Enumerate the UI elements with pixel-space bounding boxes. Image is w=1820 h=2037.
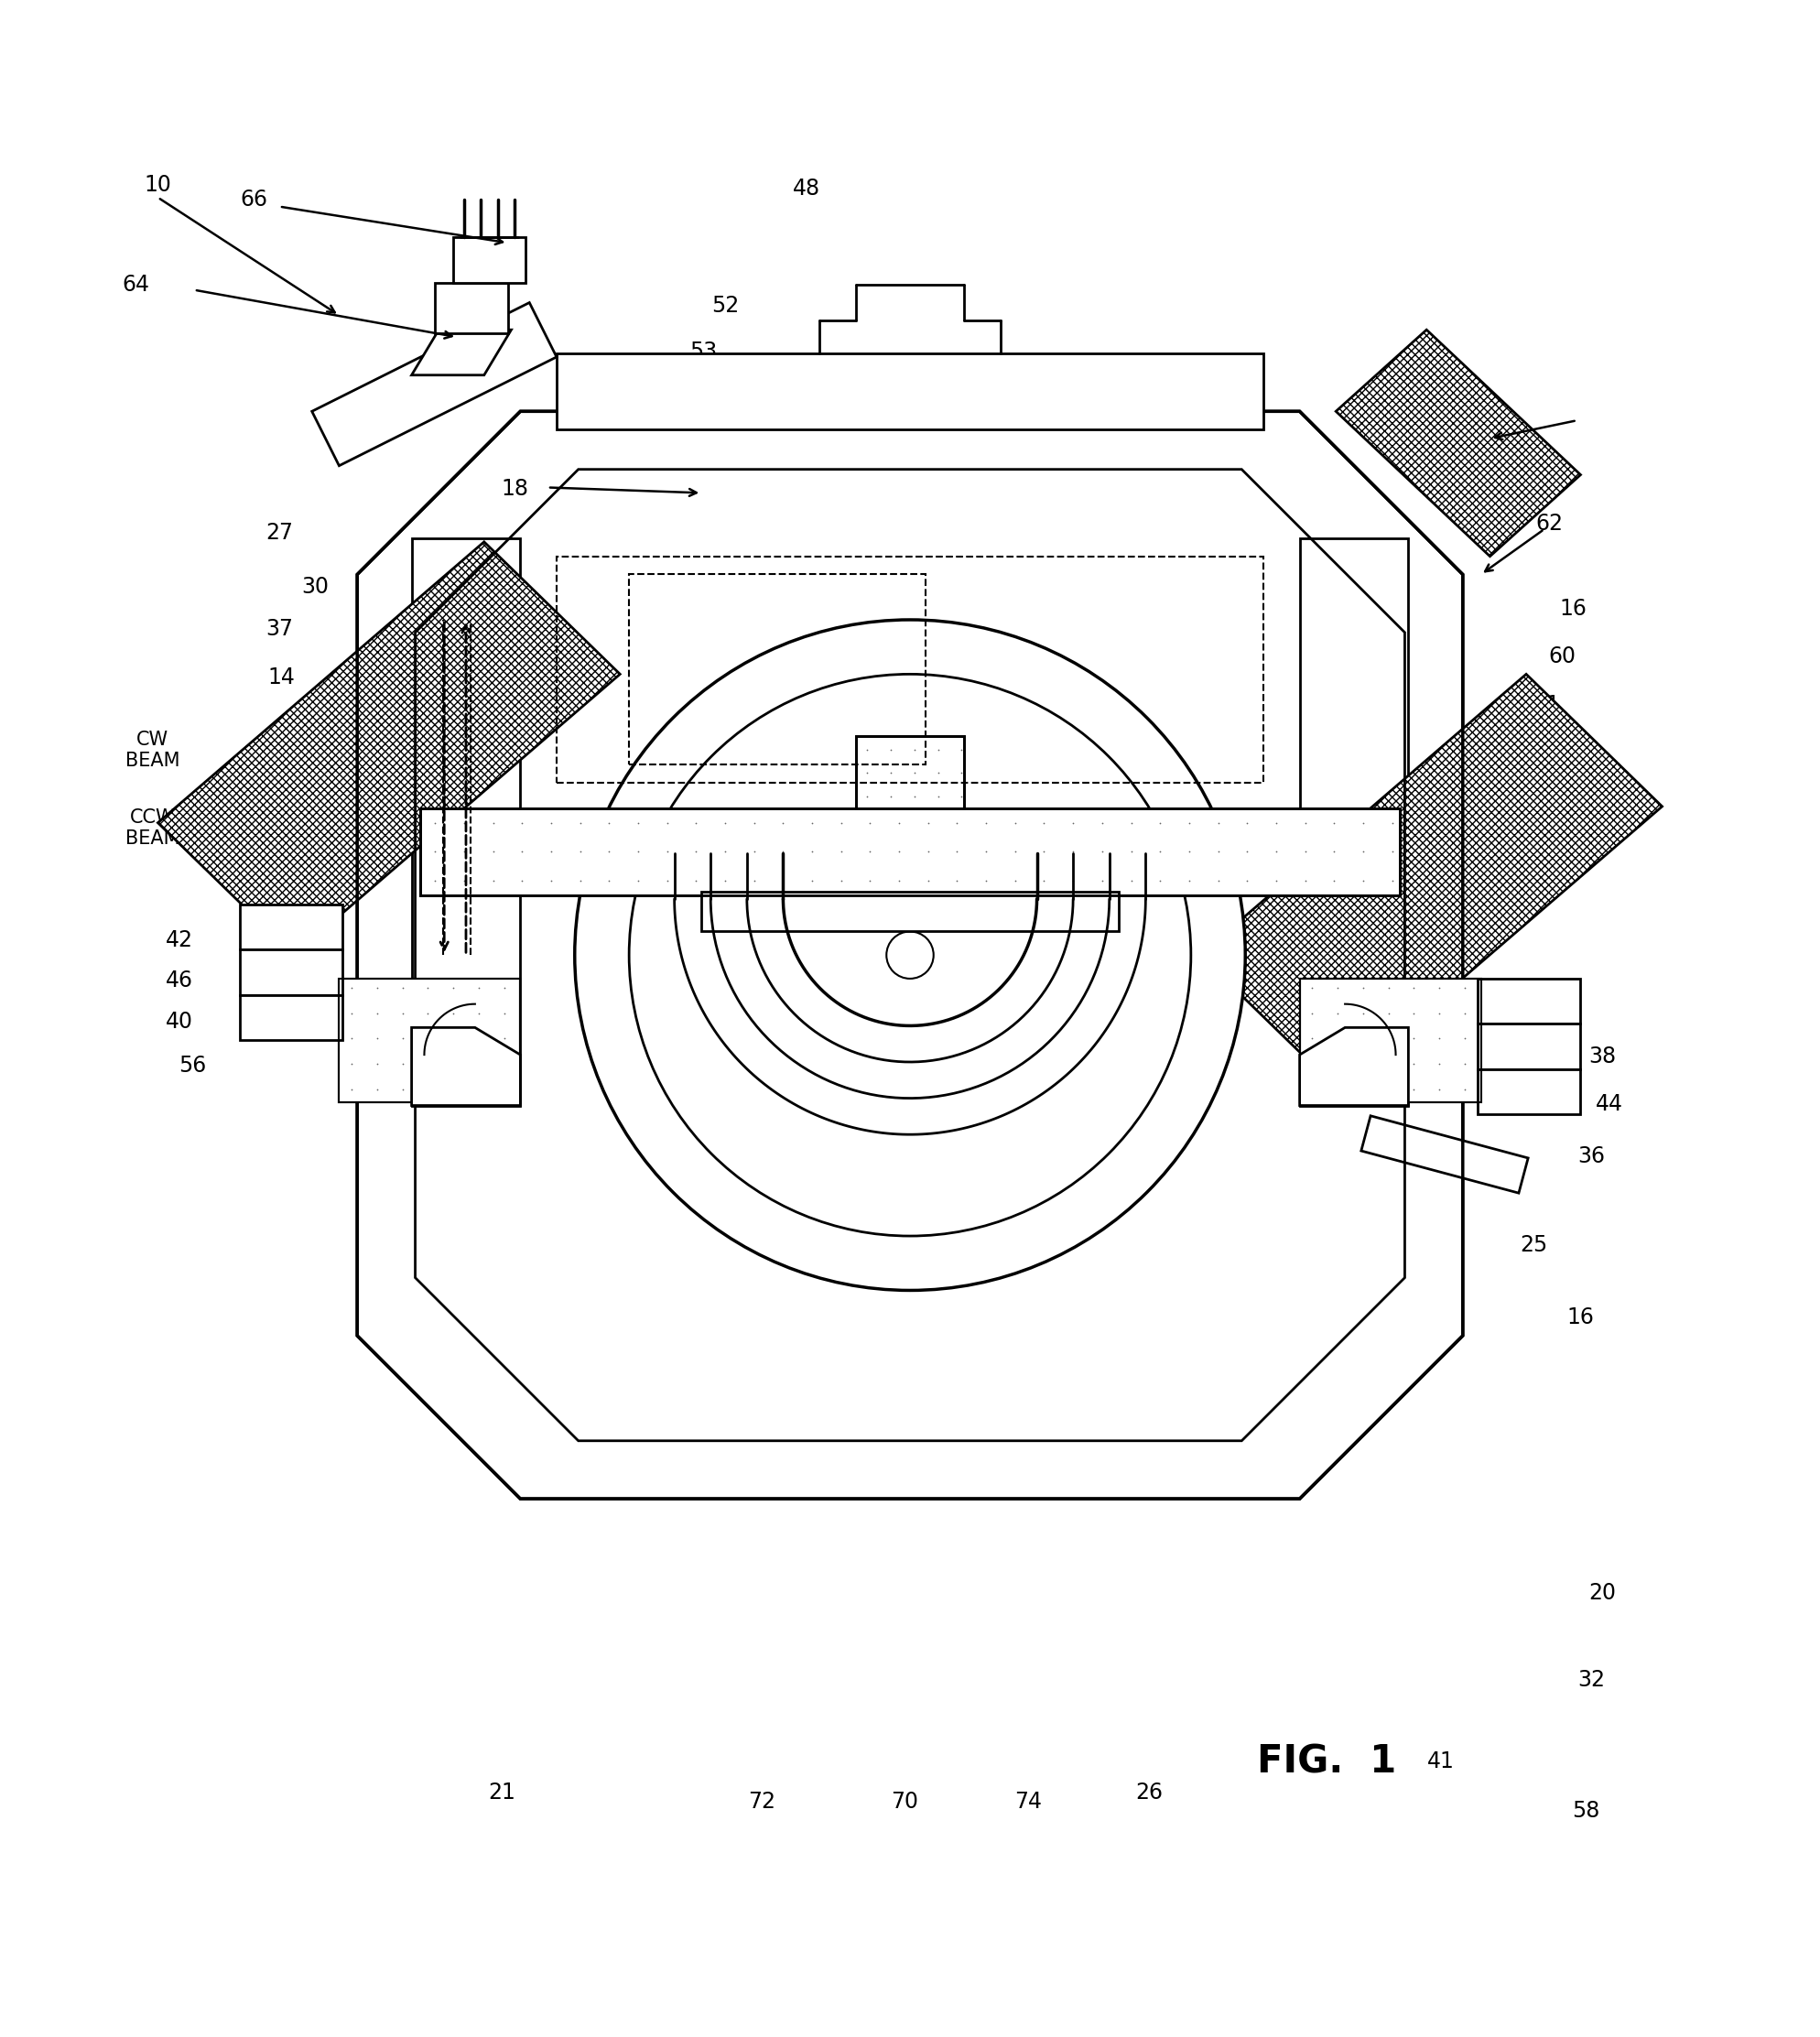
Polygon shape: [415, 469, 1405, 1440]
Text: 58: 58: [1572, 1799, 1600, 1821]
Text: 38: 38: [1589, 1045, 1616, 1067]
Text: 72: 72: [748, 1791, 775, 1813]
Text: 70: 70: [890, 1791, 919, 1813]
Bar: [1478, 978, 1580, 1025]
Text: 30: 30: [302, 576, 329, 599]
Text: 18: 18: [501, 479, 528, 501]
Polygon shape: [1361, 1116, 1529, 1194]
Polygon shape: [311, 304, 557, 466]
Bar: [855, 735, 965, 809]
Text: 44: 44: [1596, 1092, 1623, 1114]
Polygon shape: [1299, 1027, 1409, 1106]
Circle shape: [886, 931, 934, 978]
Bar: [701, 892, 1119, 931]
Bar: [420, 809, 1400, 894]
Text: 43: 43: [399, 369, 426, 389]
Text: FIG.  1: FIG. 1: [1258, 1742, 1396, 1780]
Text: 19: 19: [1560, 805, 1587, 827]
Text: 50: 50: [1008, 361, 1036, 383]
Bar: [240, 949, 342, 994]
Text: 32: 32: [1578, 1668, 1605, 1691]
Text: 27: 27: [266, 521, 293, 544]
Text: 39: 39: [1536, 746, 1563, 766]
Bar: [240, 994, 342, 1041]
Bar: [557, 352, 1263, 430]
Text: 14: 14: [268, 666, 295, 689]
Text: 60: 60: [1549, 646, 1576, 666]
Bar: [411, 538, 521, 1106]
Text: 37: 37: [266, 617, 293, 640]
Bar: [557, 556, 1263, 782]
Bar: [1299, 978, 1481, 1102]
Circle shape: [575, 619, 1245, 1289]
Text: 26: 26: [1136, 1782, 1163, 1803]
Bar: [1478, 1025, 1580, 1069]
Polygon shape: [357, 411, 1463, 1499]
Text: 74: 74: [1014, 1791, 1041, 1813]
Polygon shape: [1199, 674, 1662, 1088]
Text: 64: 64: [122, 273, 149, 295]
Text: 20: 20: [1589, 1583, 1616, 1603]
Text: 62: 62: [1536, 513, 1563, 534]
Text: 41: 41: [1427, 1750, 1454, 1772]
Bar: [453, 238, 526, 283]
Text: 10: 10: [144, 173, 171, 196]
Bar: [1478, 1069, 1580, 1114]
Bar: [630, 574, 926, 764]
Polygon shape: [158, 542, 621, 955]
Text: 42: 42: [166, 929, 193, 951]
Polygon shape: [411, 1027, 521, 1106]
Text: 46: 46: [166, 970, 193, 992]
Bar: [855, 735, 965, 809]
Text: 33: 33: [371, 414, 399, 436]
Bar: [339, 978, 521, 1102]
Bar: [339, 978, 521, 1102]
Text: 25: 25: [1520, 1234, 1547, 1257]
Text: 56: 56: [178, 1055, 206, 1078]
Text: CW
BEAM: CW BEAM: [126, 731, 180, 770]
Text: 24: 24: [1008, 401, 1036, 422]
Text: 16: 16: [1560, 599, 1587, 619]
Bar: [1299, 538, 1409, 1106]
Text: 66: 66: [240, 187, 268, 210]
Text: 16: 16: [1567, 1306, 1594, 1328]
Text: CCW
BEAM: CCW BEAM: [126, 809, 180, 847]
Bar: [240, 904, 342, 949]
Bar: [1299, 978, 1481, 1102]
Text: 40: 40: [166, 1010, 193, 1033]
Bar: [435, 283, 508, 334]
Text: 48: 48: [794, 177, 821, 200]
Polygon shape: [411, 330, 511, 375]
Text: 31: 31: [1532, 695, 1560, 715]
Text: 53: 53: [690, 340, 717, 363]
Text: 52: 52: [712, 295, 739, 318]
Polygon shape: [1336, 330, 1580, 556]
Bar: [420, 809, 1400, 894]
Text: 21: 21: [488, 1782, 515, 1803]
Text: 36: 36: [1578, 1145, 1605, 1167]
